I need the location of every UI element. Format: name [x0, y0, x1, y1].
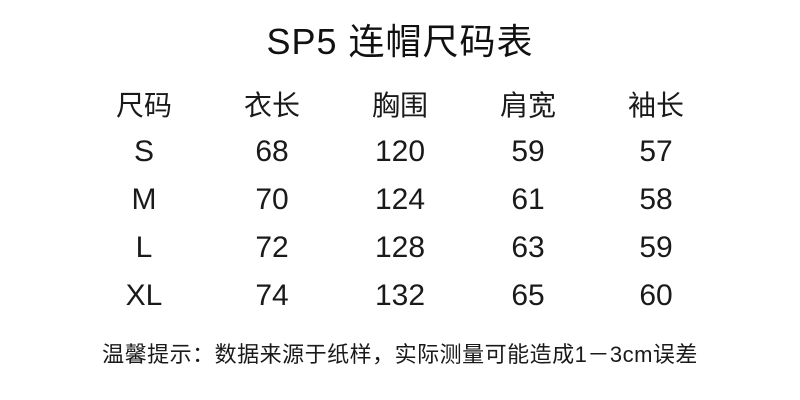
cell-value: 120: [374, 135, 426, 168]
cell-value: 132: [374, 279, 426, 312]
page-title: SP5 连帽尺码表: [266, 21, 534, 62]
table-row: M 70 124 61 58: [80, 176, 720, 224]
cell-value: 59: [639, 231, 673, 264]
column-header-chest: 胸围: [371, 90, 428, 121]
size-table: 尺码 衣长 胸围 肩宽 袖长 S 68 120 59 57 M 70 124 6…: [80, 84, 720, 320]
column-header-length: 衣长: [243, 90, 300, 121]
size-label: XL: [125, 279, 163, 312]
cell-value: 65: [511, 279, 545, 312]
cell-value: 59: [511, 135, 545, 168]
column-header-sleeve: 袖长: [627, 90, 684, 121]
table-row: L 72 128 63 59: [80, 224, 720, 272]
size-label: L: [135, 231, 153, 264]
size-label: S: [133, 135, 154, 168]
cell-value: 68: [255, 135, 289, 168]
cell-value: 128: [374, 231, 426, 264]
cell-value: 74: [255, 279, 289, 312]
column-header-shoulder: 肩宽: [499, 90, 556, 121]
cell-value: 60: [639, 279, 673, 312]
cell-value: 63: [511, 231, 545, 264]
disclaimer-note: 温馨提示：数据来源于纸样，实际测量可能造成1－3cm误差: [102, 342, 698, 367]
table-row: XL 74 132 65 60: [80, 272, 720, 320]
cell-value: 57: [639, 135, 673, 168]
table-row: S 68 120 59 57: [80, 128, 720, 176]
column-header-size: 尺码: [115, 90, 172, 121]
size-label: M: [131, 183, 157, 216]
cell-value: 124: [374, 183, 426, 216]
cell-value: 61: [511, 183, 545, 216]
cell-value: 58: [639, 183, 673, 216]
cell-value: 70: [255, 183, 289, 216]
table-header-row: 尺码 衣长 胸围 肩宽 袖长: [80, 84, 720, 128]
cell-value: 72: [255, 231, 289, 264]
